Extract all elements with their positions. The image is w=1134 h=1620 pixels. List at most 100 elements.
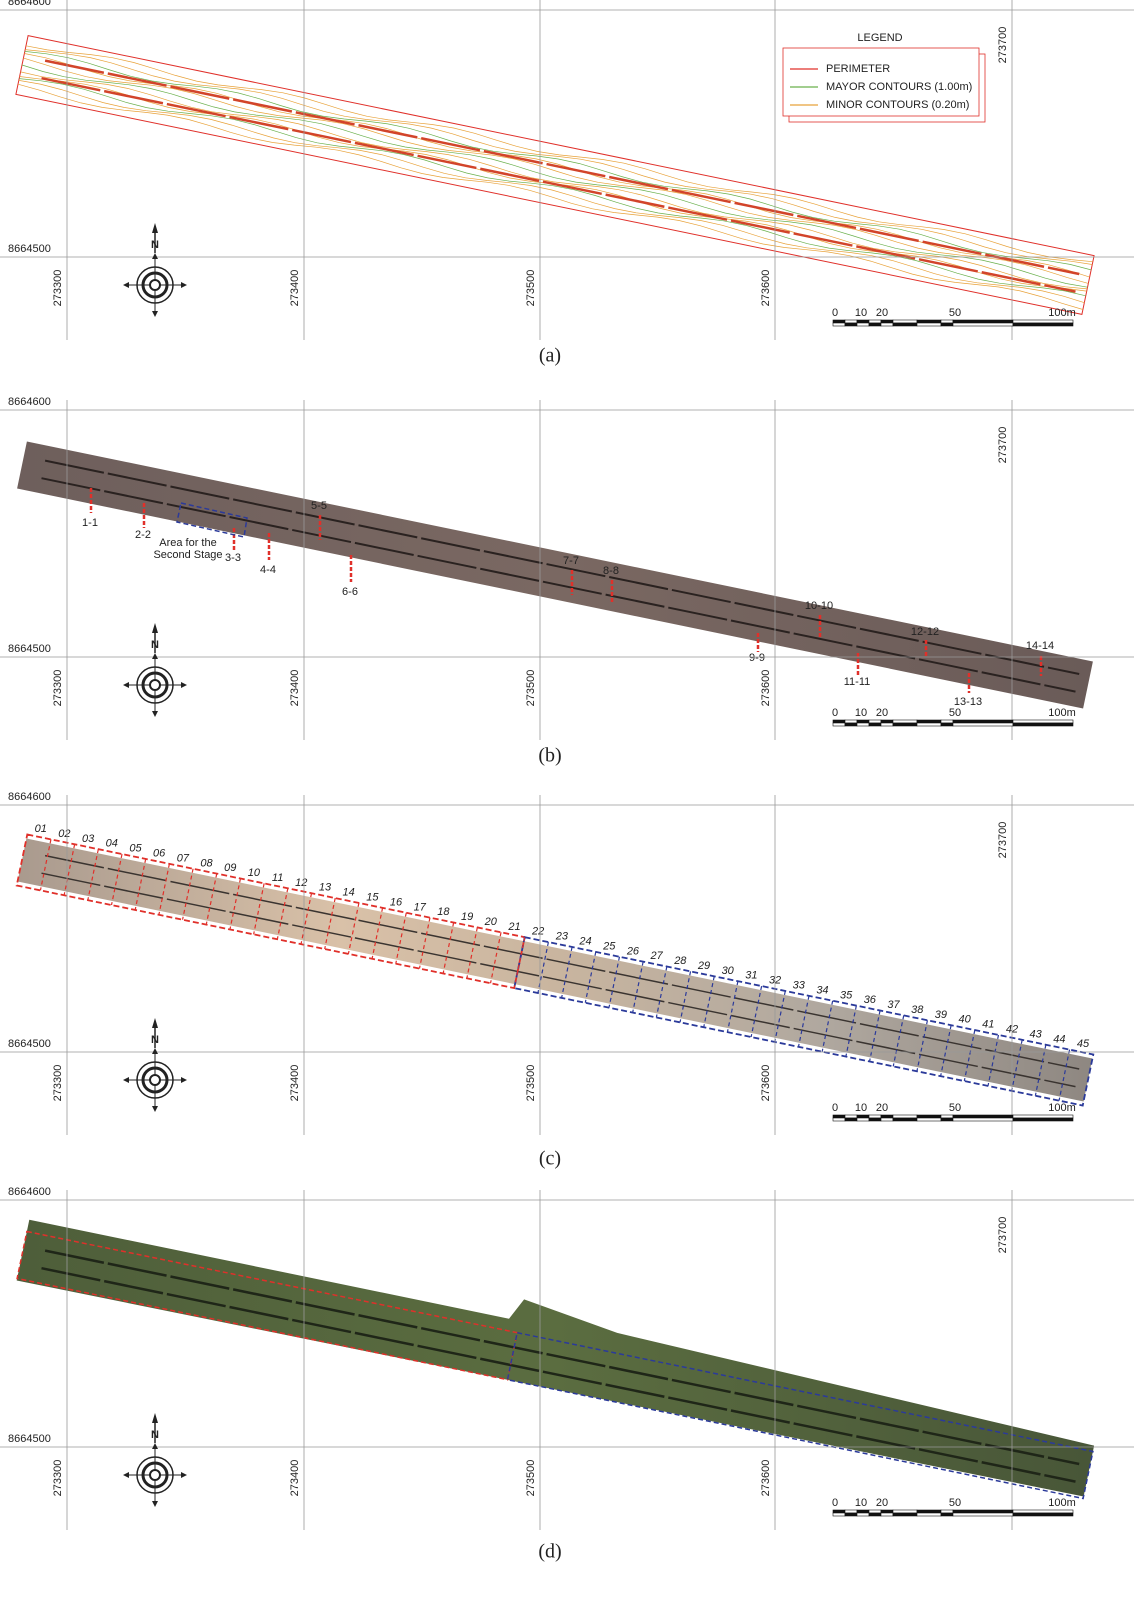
segment-label: 25 <box>602 940 616 952</box>
scale-segment <box>1013 1513 1073 1516</box>
scale-label: 20 <box>876 707 888 719</box>
scale-segment <box>881 1115 893 1118</box>
segment-label: 29 <box>697 960 710 972</box>
easting-label: 273700 <box>997 427 1009 464</box>
compass-arrow <box>123 1077 129 1083</box>
scale-segment <box>953 1510 1013 1513</box>
trench-line <box>42 478 1076 691</box>
scale-segment <box>881 320 893 323</box>
scale-label: 0 <box>832 1497 838 1509</box>
compass-arrow <box>181 282 187 288</box>
orthophoto <box>17 442 1093 709</box>
section-label: 1-1 <box>82 517 98 529</box>
segment-label: 41 <box>982 1019 994 1031</box>
scale-segment <box>893 320 917 323</box>
northing-label: 8664600 <box>8 0 51 8</box>
segment-label: 07 <box>177 852 190 864</box>
legend-item: PERIMETER <box>826 63 890 75</box>
scale-segment <box>917 320 941 323</box>
compass-arrow <box>152 1501 158 1507</box>
segment-label: 09 <box>224 862 236 874</box>
scale-segment <box>845 1513 857 1516</box>
easting-label: 273500 <box>525 1065 537 1102</box>
scale-segment <box>881 1510 893 1513</box>
scale-label: 10 <box>855 1497 867 1509</box>
scale-label: 50 <box>949 1497 961 1509</box>
easting-label: 273300 <box>52 670 64 707</box>
scale-segment <box>857 320 869 323</box>
segment-label: 35 <box>840 989 853 1001</box>
section-label: 14-14 <box>1026 640 1054 652</box>
scale-segment <box>833 720 845 723</box>
compass-arrow <box>152 1443 158 1449</box>
section-label: 7-7 <box>563 555 579 567</box>
northing-label: 8664600 <box>8 791 51 803</box>
northing-label: 8664500 <box>8 243 51 255</box>
easting-label: 273700 <box>997 822 1009 859</box>
scale-segment <box>917 1513 941 1516</box>
segment-label: 10 <box>248 867 261 879</box>
segment-label: 19 <box>461 911 473 923</box>
scale-segment <box>941 720 953 723</box>
trench-line <box>42 1268 1076 1481</box>
segment-label: 24 <box>578 935 591 947</box>
scale-segment <box>893 1115 917 1118</box>
scale-segment <box>941 320 953 323</box>
scale-segment <box>917 720 941 723</box>
panel-caption: (d) <box>538 1541 561 1563</box>
scale-segment <box>941 1118 953 1121</box>
scale-segment <box>917 1118 941 1121</box>
segment-label: 04 <box>106 838 118 850</box>
section-label: 11-11 <box>844 676 871 688</box>
easting-label: 273500 <box>525 670 537 707</box>
easting-label: 273300 <box>52 270 64 307</box>
north-pointer-head <box>152 623 158 633</box>
scale-segment <box>1013 323 1073 326</box>
scale-segment <box>857 1513 869 1516</box>
trench-line <box>45 461 1079 674</box>
scale-segment <box>869 1115 881 1118</box>
segment-label: 26 <box>626 945 640 957</box>
scale-segment <box>857 323 869 326</box>
easting-label: 273400 <box>289 670 301 707</box>
compass-arrow <box>152 1048 158 1054</box>
segment-label: 17 <box>414 901 427 913</box>
scale-label: 10 <box>855 307 867 319</box>
scale-segment <box>941 323 953 326</box>
trench-line <box>42 873 1076 1086</box>
scale-segment <box>869 720 881 723</box>
scale-segment <box>881 323 893 326</box>
segment-label: 34 <box>816 984 828 996</box>
map-panel: 1-12-23-34-45-56-67-78-89-910-1011-1112-… <box>0 396 1134 740</box>
segment-label: 11 <box>272 872 283 884</box>
scale-label: 0 <box>832 307 838 319</box>
easting-label: 273400 <box>289 270 301 307</box>
segment-label: 43 <box>1030 1028 1043 1040</box>
scale-segment <box>953 723 1013 726</box>
compass-arrow <box>181 682 187 688</box>
compass-arrow <box>123 682 129 688</box>
scale-label: 20 <box>876 1497 888 1509</box>
page: {"grid": {"northings": ["8664600", "8664… <box>0 0 1134 1620</box>
panel-caption: (b) <box>538 745 561 767</box>
compass-arrow <box>181 1472 187 1478</box>
section-label: 8-8 <box>603 565 619 577</box>
scale-segment <box>893 323 917 326</box>
compass-arrow <box>152 253 158 259</box>
segment-label: 33 <box>793 979 806 991</box>
scale-segment <box>869 1118 881 1121</box>
scale-segment <box>845 1510 857 1513</box>
northing-label: 8664500 <box>8 643 51 655</box>
segment-label: 37 <box>887 999 900 1011</box>
scale-segment <box>833 723 845 726</box>
easting-label: 273700 <box>997 1217 1009 1254</box>
scale-label: 100m <box>1048 707 1076 719</box>
segment-label: 18 <box>437 906 450 918</box>
scale-segment <box>857 723 869 726</box>
scale-segment <box>1013 720 1073 723</box>
contour <box>18 84 1083 309</box>
scale-segment <box>845 323 857 326</box>
scale-segment <box>1013 1118 1073 1121</box>
segment-label: 28 <box>673 955 687 967</box>
panel-caption: (a) <box>539 345 561 367</box>
